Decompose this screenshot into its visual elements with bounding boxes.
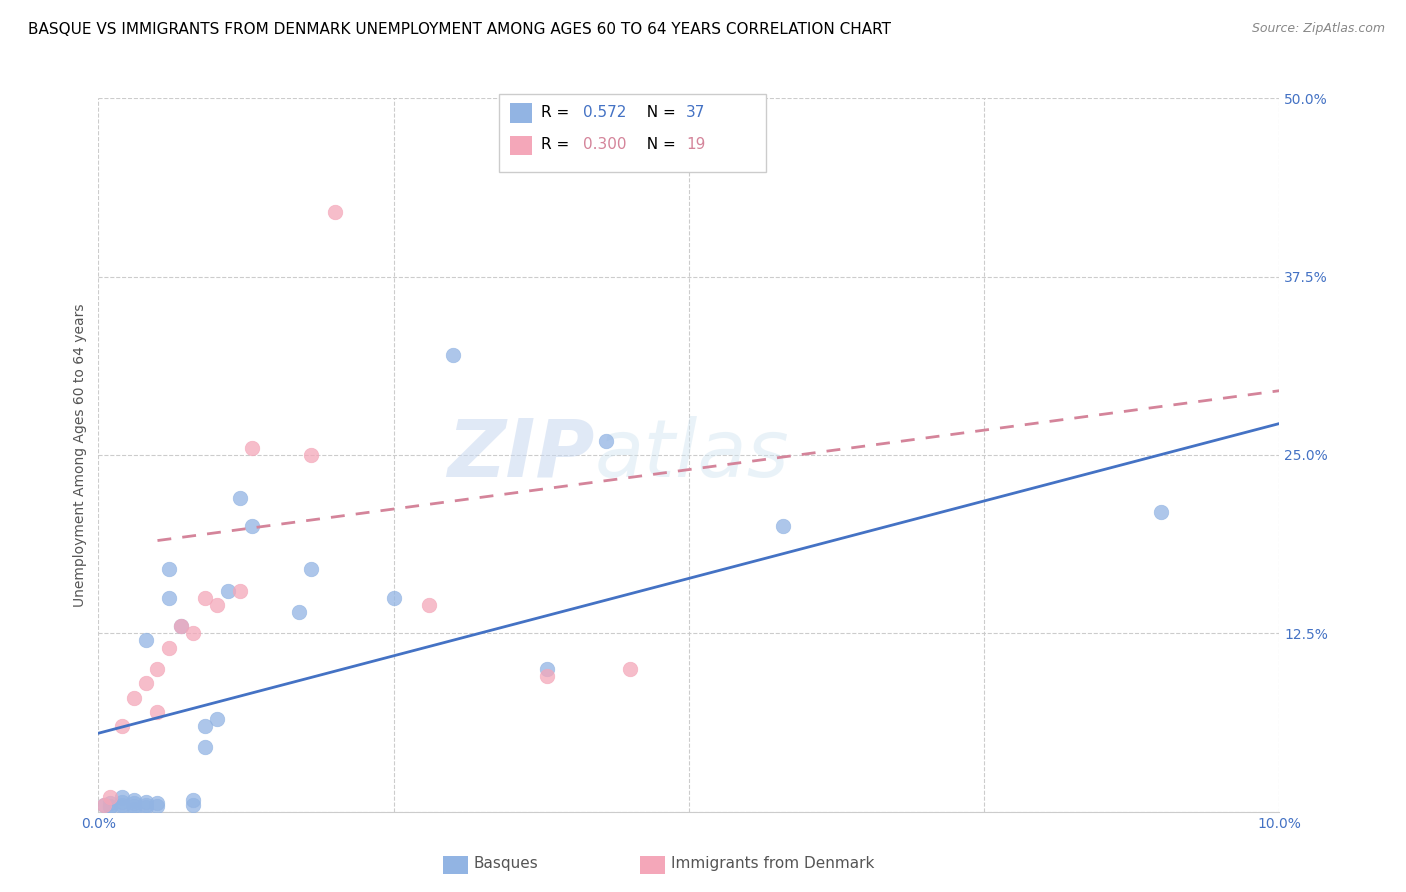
Point: [288, 605, 311, 619]
Point: [194, 719, 217, 733]
Point: [98, 790, 121, 805]
Text: atlas: atlas: [595, 416, 789, 494]
Point: [240, 441, 263, 455]
Text: 0.572: 0.572: [583, 105, 627, 120]
Point: [772, 519, 794, 533]
Point: [146, 662, 169, 676]
Point: [157, 562, 180, 576]
Y-axis label: Unemployment Among Ages 60 to 64 years: Unemployment Among Ages 60 to 64 years: [73, 303, 87, 607]
Point: [170, 619, 193, 633]
Point: [217, 583, 239, 598]
Point: [619, 662, 641, 676]
Point: [536, 662, 558, 676]
Point: [323, 205, 346, 219]
Point: [111, 790, 134, 805]
Point: [205, 712, 228, 726]
Point: [98, 799, 121, 814]
Point: [135, 795, 157, 809]
Text: N =: N =: [637, 137, 681, 152]
Point: [181, 797, 204, 812]
Text: 19: 19: [686, 137, 706, 152]
Text: Source: ZipAtlas.com: Source: ZipAtlas.com: [1251, 22, 1385, 36]
Point: [146, 705, 169, 719]
Text: 37: 37: [686, 105, 706, 120]
Point: [98, 796, 121, 810]
Point: [181, 626, 204, 640]
Point: [170, 619, 193, 633]
Point: [111, 800, 134, 814]
Point: [157, 591, 180, 605]
Point: [536, 669, 558, 683]
Point: [93, 797, 115, 812]
Point: [111, 719, 134, 733]
Point: [229, 491, 252, 505]
Point: [122, 793, 145, 807]
Point: [111, 797, 134, 812]
Point: [135, 633, 157, 648]
Point: [229, 583, 252, 598]
Point: [93, 797, 115, 812]
Text: ZIP: ZIP: [447, 416, 595, 494]
Point: [135, 676, 157, 690]
Point: [1150, 505, 1173, 519]
Point: [146, 796, 169, 810]
Text: BASQUE VS IMMIGRANTS FROM DENMARK UNEMPLOYMENT AMONG AGES 60 TO 64 YEARS CORRELA: BASQUE VS IMMIGRANTS FROM DENMARK UNEMPL…: [28, 22, 891, 37]
Point: [382, 591, 405, 605]
Text: 0.300: 0.300: [583, 137, 627, 152]
Point: [194, 740, 217, 755]
Text: N =: N =: [637, 105, 681, 120]
Point: [146, 799, 169, 814]
Text: R =: R =: [541, 105, 575, 120]
Point: [299, 448, 322, 462]
Point: [122, 796, 145, 810]
Point: [135, 797, 157, 812]
Point: [418, 598, 440, 612]
Text: Immigrants from Denmark: Immigrants from Denmark: [671, 856, 875, 871]
Point: [111, 795, 134, 809]
Text: R =: R =: [541, 137, 575, 152]
Point: [194, 591, 217, 605]
Point: [122, 690, 145, 705]
Point: [181, 793, 204, 807]
Point: [240, 519, 263, 533]
Point: [157, 640, 180, 655]
Point: [441, 348, 464, 362]
Point: [299, 562, 322, 576]
Text: Basques: Basques: [474, 856, 538, 871]
Point: [122, 799, 145, 814]
Point: [122, 802, 145, 816]
Point: [205, 598, 228, 612]
Point: [135, 800, 157, 814]
Point: [595, 434, 617, 448]
Point: [98, 800, 121, 814]
